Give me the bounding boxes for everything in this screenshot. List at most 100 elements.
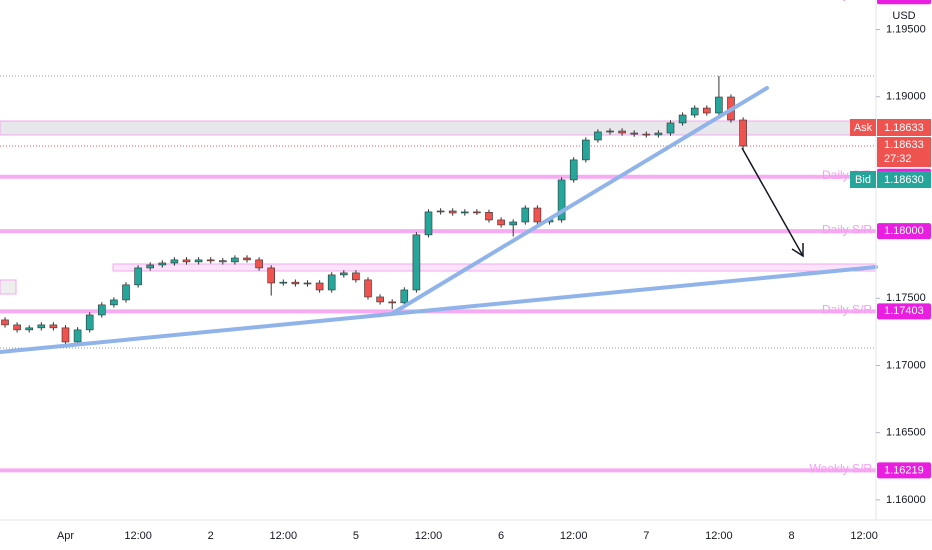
candle-body: [533, 207, 542, 223]
candle-body: [497, 219, 505, 226]
candle-body: [13, 324, 21, 331]
candle-body: [267, 267, 276, 284]
x-tick-label: 12:00: [705, 530, 733, 542]
candle-body: [690, 107, 699, 116]
candle-body: [73, 329, 82, 343]
candle-body: [606, 130, 614, 133]
x-tick-label: 8: [788, 530, 794, 542]
bid-price: 1.18630: [884, 174, 924, 186]
candle-body: [134, 267, 142, 286]
y-tick-label: 1.16500: [886, 427, 926, 439]
arrow: [741, 147, 804, 257]
ask-price-tag: [877, 119, 931, 136]
candle-body: [436, 210, 445, 213]
candle-body: [473, 211, 481, 214]
candle-body: [279, 281, 288, 284]
candle-body: [581, 139, 590, 161]
y-tick-label: 1.19500: [886, 23, 926, 35]
candle-body: [315, 282, 324, 291]
x-tick-label: Apr: [57, 530, 74, 542]
candle-body: [352, 272, 360, 281]
candle-body: [339, 272, 348, 276]
trend-line: [0, 265, 878, 354]
candle-body: [327, 274, 336, 291]
level-value: 1.18000: [884, 225, 924, 237]
candle-body: [424, 211, 433, 236]
level-tag: [877, 303, 931, 320]
candle-body: [376, 296, 384, 303]
x-tick-label: 2: [208, 530, 214, 542]
level-tag: [877, 462, 931, 479]
last-price: 1.18633: [884, 139, 924, 151]
candle-body: [170, 259, 179, 264]
ask-price: 1.18633: [884, 122, 924, 134]
candle-body: [303, 282, 312, 285]
candle-body: [110, 299, 118, 306]
x-tick-label: 12:00: [560, 530, 588, 542]
currency: USD: [892, 10, 915, 22]
ask-tag: [850, 119, 876, 136]
candle-body: [678, 114, 687, 124]
candle-body: [206, 259, 215, 262]
candle-body: [194, 259, 203, 263]
candle-body: [654, 132, 663, 136]
candle-body: [509, 221, 518, 226]
candle-body: [618, 130, 626, 134]
demand-zone: [112, 263, 877, 272]
arrow-head: [791, 243, 804, 258]
candle-body: [1, 319, 9, 326]
candle-body: [146, 264, 154, 269]
x-tick-label: 12:00: [270, 530, 298, 542]
bid-tag: [850, 171, 876, 188]
trend-line: [391, 86, 769, 315]
candle-body: [388, 301, 397, 304]
candle-body: [412, 234, 421, 291]
zone-stub: [0, 279, 17, 295]
candle-body: [98, 304, 106, 316]
x-tick-label: 12:00: [415, 530, 443, 542]
level-name: Weekly S/R: [810, 462, 873, 476]
x-tick-label: 5: [353, 530, 359, 542]
candle-body: [61, 327, 70, 343]
x-tick-label: 7: [643, 530, 649, 542]
candle-body: [400, 289, 409, 304]
candle-body: [219, 260, 227, 263]
candle-body: [364, 279, 372, 298]
candle-body: [739, 119, 747, 147]
level-name: Daily S/R: [822, 303, 872, 317]
candle-body: [642, 133, 651, 136]
x-tick-label: 12:00: [850, 530, 878, 542]
candle-body: [291, 281, 300, 285]
bid-price-tag: [877, 171, 931, 188]
candle-body: [702, 107, 711, 114]
candle-body: [630, 132, 639, 135]
candle-body: [182, 259, 191, 263]
level-tag: [877, 223, 931, 240]
last-price-tag: [877, 137, 931, 168]
candle-body: [666, 122, 675, 134]
candle-body: [25, 327, 34, 331]
candle-body: [158, 262, 167, 266]
x-tick-label: 6: [498, 530, 504, 542]
candle-body: [122, 284, 130, 301]
y-tick-label: 1.19000: [886, 91, 926, 103]
candle-body: [448, 210, 457, 214]
level-value: 1.19748: [884, 0, 924, 2]
candle-body: [521, 207, 530, 223]
level-tag: [877, 0, 931, 5]
y-tick-label: 1.16000: [886, 494, 926, 506]
bid-label: Bid: [855, 174, 871, 186]
candle-body: [243, 257, 251, 261]
candle-body: [460, 211, 469, 214]
y-tick-label: 1.17500: [886, 292, 926, 304]
level-value: 1.17403: [884, 305, 924, 317]
candle-body: [485, 211, 493, 221]
candle-body: [49, 324, 58, 329]
candle-body: [85, 314, 94, 331]
countdown: 27:32: [884, 153, 912, 165]
ask-label: Ask: [854, 122, 873, 134]
level-value: 1.16219: [884, 464, 924, 476]
candle-body: [231, 257, 239, 263]
y-tick-label: 1.17000: [886, 359, 926, 371]
